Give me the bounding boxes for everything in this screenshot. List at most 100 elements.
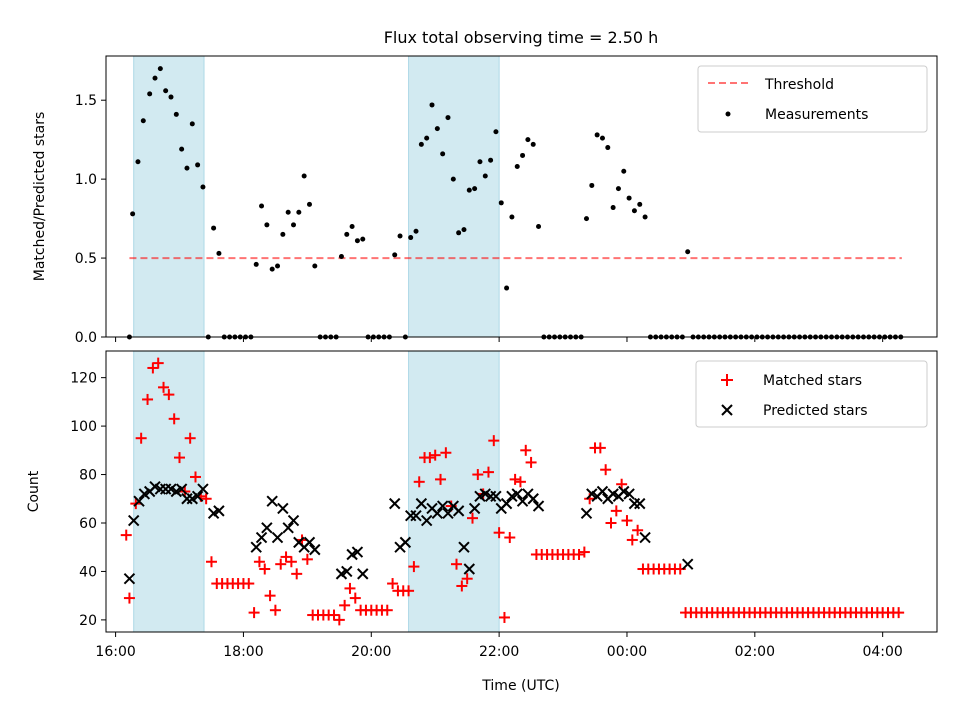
measurement-point [472, 186, 478, 192]
matched-star-point [509, 473, 521, 485]
measurement-point [594, 132, 600, 138]
measurement-point [147, 91, 153, 97]
measurement-point [312, 263, 318, 269]
measurement-point [488, 157, 494, 163]
measurement-point [269, 266, 275, 272]
legend-predicted-label: Predicted stars [763, 403, 868, 419]
measurement-point [189, 121, 195, 127]
measurement-point [424, 135, 430, 141]
matched-star-point [248, 607, 260, 619]
matched-star-point [893, 607, 905, 619]
measurement-point [157, 66, 163, 72]
matched-star-point [461, 573, 473, 585]
top-legend: Threshold Measurements [697, 65, 928, 133]
figure-title: Flux total observing time = 2.50 h [384, 28, 659, 47]
matched-star-point [120, 529, 132, 541]
matched-star-point [424, 452, 436, 464]
predicted-star-point [341, 565, 353, 578]
predicted-star-point [250, 541, 262, 553]
bottom-x-tick-label: 18:00 [223, 644, 263, 660]
measurement-point [195, 162, 201, 168]
measurement-point [445, 115, 451, 121]
matched-star-point [333, 614, 345, 626]
predicted-star-point [452, 505, 465, 517]
matched-star-point [285, 556, 297, 568]
top-legend-box [697, 65, 928, 133]
predicted-star-point [191, 490, 204, 503]
predicted-star-point [197, 483, 209, 495]
predicted-star-point [277, 502, 289, 515]
bottom-panel: 20 40 60 80 100 120 16:00 18:00 20:00 22:00 00:00… [26, 350, 938, 694]
measurement-point [477, 159, 483, 165]
matched-star-point [578, 546, 590, 558]
matched-star-point [504, 532, 516, 544]
matched-star-point [280, 551, 292, 563]
measurement-point [275, 263, 281, 269]
top-plot-frame [105, 55, 938, 338]
measurement-point [621, 168, 627, 174]
matched-star-point [605, 517, 617, 529]
bottom-x-tick-label: 20:00 [351, 644, 391, 660]
matched-star-point [123, 592, 135, 604]
matched-star-point [488, 435, 500, 447]
predicted-star-point [463, 563, 476, 575]
measurement-point [583, 216, 589, 222]
matched-star-point [184, 432, 196, 444]
matched-star-point [189, 471, 201, 483]
measurement-point [216, 250, 222, 256]
predicted-star-point [213, 505, 225, 517]
matched-star-point [429, 449, 441, 461]
matched-star-point [456, 580, 468, 592]
matched-star-point [163, 389, 175, 401]
measurement-point [285, 209, 291, 215]
measurement-point [525, 137, 531, 143]
predicted-star-point [596, 485, 609, 498]
bottom-x-ticks: 16:00 18:00 20:00 22:00 00:00 02:00 04:00 [95, 632, 903, 660]
matched-star-point [259, 563, 271, 575]
predicted-stars-points [123, 480, 694, 585]
matched-star-point [291, 568, 303, 580]
matched-star-point [498, 611, 510, 623]
predicted-star-point [420, 514, 433, 527]
predicted-star-point [389, 497, 401, 510]
predicted-star-point [458, 541, 470, 553]
matched-star-point [328, 609, 340, 621]
top-y-tick-label: 1.0 [75, 172, 97, 188]
matched-star-point [174, 452, 186, 464]
bottom-x-tick-label: 22:00 [479, 644, 519, 660]
matched-star-point [253, 556, 265, 568]
measurement-point [413, 228, 419, 234]
bottom-legend-box [695, 360, 928, 428]
predicted-star-point [468, 502, 481, 515]
bottom-y-tick-label: 20 [79, 613, 97, 629]
measurement-point [130, 211, 136, 217]
measurement-point [184, 165, 190, 171]
legend-predicted-swatch [721, 404, 733, 416]
predicted-star-point [623, 488, 635, 500]
measurement-point [440, 151, 446, 157]
matched-star-point [152, 357, 164, 369]
measurement-point [354, 238, 360, 244]
top-y-axis-label: Matched/Predicted stars [32, 112, 48, 282]
measurement-point [514, 164, 520, 170]
predicted-star-point [580, 507, 593, 520]
bottom-y-tick-label: 100 [70, 419, 97, 435]
measurement-point [589, 182, 595, 188]
bottom-y-tick-label: 120 [70, 371, 97, 387]
matched-star-point [403, 585, 415, 597]
measurement-point [306, 201, 312, 207]
measurement-point [397, 233, 403, 239]
predicted-star-point [511, 488, 523, 500]
predicted-star-point [532, 500, 545, 512]
bottom-y-ticks: 20 40 60 80 100 120 [70, 371, 106, 629]
measurement-point [610, 205, 616, 211]
matched-star-point [205, 556, 217, 568]
top-y-ticks: 0.0 0.5 1.0 1.5 [75, 93, 106, 346]
measurement-point [291, 222, 297, 228]
predicted-star-point [266, 495, 278, 507]
measurement-point [152, 75, 158, 81]
top-y-tick-label: 0.5 [75, 251, 97, 267]
predicted-star-point [639, 531, 651, 544]
measurement-point [163, 88, 169, 94]
predicted-star-point [527, 493, 539, 505]
